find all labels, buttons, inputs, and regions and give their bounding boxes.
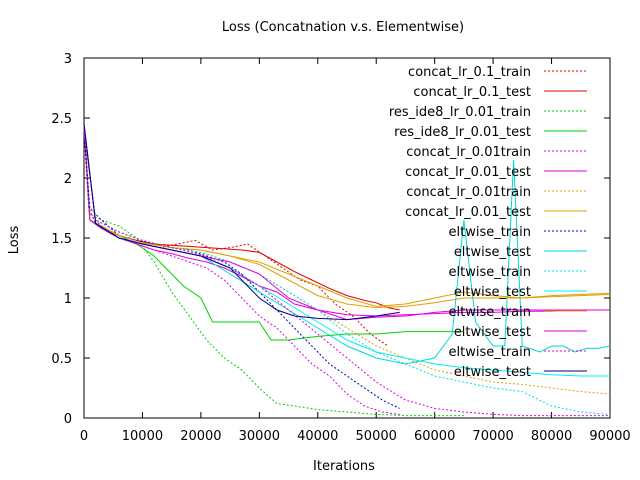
series-line-concat_lr_0.01train xyxy=(83,129,611,395)
x-tick-label: 80000 xyxy=(531,429,572,444)
x-tick-label: 10000 xyxy=(122,429,163,444)
x-tick-label: 70000 xyxy=(472,429,513,444)
y-tick-label: 1 xyxy=(64,292,72,307)
series-line-eltwise_test xyxy=(83,123,611,365)
legend-label: eltwise_test xyxy=(454,245,531,260)
series-line-concat_lr_0.01train xyxy=(83,129,400,415)
axis-ticks: 0 10000 20000 30000 40000 50000 60000 70000 8000… xyxy=(51,52,630,444)
series-line-eltwise_train xyxy=(83,129,400,409)
series-line-eltwise_test xyxy=(83,123,610,317)
x-tick-label: 30000 xyxy=(239,429,280,444)
legend-label: concat_lr_0.01train xyxy=(406,185,531,200)
series-line-concat_lr_0.01_test xyxy=(83,123,611,307)
y-tick-label: 3 xyxy=(64,52,72,67)
legend-label: eltwise_train xyxy=(449,265,531,280)
series-line-concat_lr_0.1_train xyxy=(83,129,389,347)
legend-label: res_ide8_lr_0.01_test xyxy=(394,125,531,140)
legend-label: eltwise_train xyxy=(449,225,531,240)
series-line-concat_lr_0.1_test xyxy=(83,123,400,311)
x-tick-label: 0 xyxy=(80,429,88,444)
series-line-eltwise_train xyxy=(83,123,611,309)
y-axis-label: Loss xyxy=(7,226,22,255)
y-tick-label: 2 xyxy=(64,172,72,187)
y-tick-label: 1.5 xyxy=(51,232,72,247)
x-tick-label: 40000 xyxy=(297,429,338,444)
legend-label: eltwise_test xyxy=(454,365,531,380)
series-line-concat_lr_0.01_test xyxy=(83,123,610,321)
series-line-eltwise_train xyxy=(83,129,611,415)
legend-label: res_ide8_lr_0.01_train xyxy=(389,105,531,120)
x-tick-label: 90000 xyxy=(589,429,630,444)
legend-label: concat_lr_0.01_test xyxy=(405,205,531,220)
x-tick-label: 20000 xyxy=(180,429,221,444)
legend-label: eltwise_train xyxy=(449,345,531,360)
legend-label: eltwise_test xyxy=(454,285,531,300)
plot-frame xyxy=(83,57,611,419)
series-line-eltwise_test xyxy=(83,123,610,377)
legend-label: eltwise_test xyxy=(454,325,531,340)
x-tick-label: 50000 xyxy=(356,429,397,444)
x-axis-label: Iterations xyxy=(313,459,375,474)
chart-title: Loss (Concatnation v.s. Elementwise) xyxy=(222,20,464,35)
y-tick-label: 0 xyxy=(64,412,72,427)
legend-label: concat_lr_0.01_test xyxy=(405,165,531,180)
legend-label: concat_lr_0.1_train xyxy=(408,65,531,80)
series-line-res_ide8_lr_0.01_train xyxy=(83,123,464,417)
legend-label: concat_lr_0.1_test xyxy=(413,85,531,100)
legend: concat_lr_0.1_train concat_lr_0.1_testres… xyxy=(389,65,587,380)
x-tick-label: 60000 xyxy=(414,429,455,444)
series-line-eltwise_test xyxy=(83,123,400,321)
legend-label: eltwise_train xyxy=(449,305,531,320)
series-lines xyxy=(83,123,611,417)
legend-label: concat_lr_0.01train xyxy=(406,145,531,160)
y-tick-label: 0.5 xyxy=(51,352,72,367)
y-tick-label: 2.5 xyxy=(51,112,72,127)
